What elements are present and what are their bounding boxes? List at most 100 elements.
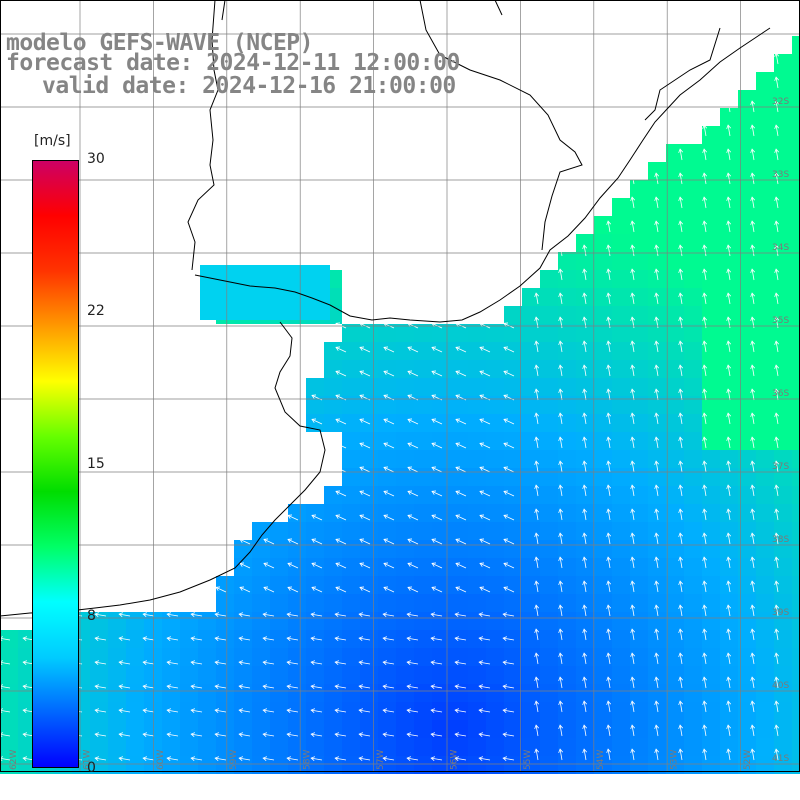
wind-arrow [118,684,131,690]
wind-arrow [383,370,395,377]
wind-arrow [606,748,612,761]
wind-arrow [239,586,251,593]
wind-arrow [726,76,732,89]
wind-arrow [534,748,540,761]
wind-arrow [702,268,708,281]
wind-arrow [118,612,131,618]
wind-arrow [582,388,588,401]
wind-arrow [534,340,540,353]
wind-arrow [750,580,756,593]
wind-arrow [263,586,275,593]
longitude-label: 55W [523,750,533,770]
wind-arrow [534,700,540,713]
wind-arrow [726,580,732,593]
wind-arrow [335,586,347,593]
wind-arrow [478,660,491,666]
wind-arrow [774,460,780,473]
wind-arrow [407,346,419,353]
wind-arrow [502,732,515,738]
wind-arrow [335,562,347,569]
wind-arrow [678,172,684,185]
wind-arrow [534,412,540,425]
wind-arrow [358,636,371,642]
wind-arrow [702,100,708,113]
wind-arrow [582,292,588,305]
wind-arrow [142,732,155,738]
wind-arrow [534,724,540,737]
wind-arrow [606,556,612,569]
wind-arrow [678,556,684,569]
wind-arrow [407,370,419,377]
wind-arrow [558,748,564,761]
wind-arrow [310,684,323,690]
wind-arrow [582,748,588,761]
wind-arrow [383,562,395,569]
wind-arrow [678,364,684,377]
wind-arrow [726,652,732,665]
wind-arrow [750,748,756,761]
wind-arrow [678,604,684,617]
wind-arrow [430,708,443,714]
wind-arrow [582,268,588,281]
wind-arrow [406,732,419,738]
wind-arrow [262,636,275,642]
wind-arrow [726,148,732,161]
wind-arrow [558,652,564,665]
wind-arrow [630,724,636,737]
wind-arrow [606,268,612,281]
longitude-label: 61W [82,750,92,770]
wind-arrow [142,756,155,762]
wind-arrow [503,514,515,521]
wind-arrow [750,76,756,89]
wind-arrow [726,676,732,689]
wind-arrow [726,412,732,425]
wind-arrow [582,676,588,689]
wind-arrow [479,538,491,545]
wind-arrow [702,292,708,305]
wind-arrow [310,660,323,666]
wind-arrow [654,460,660,473]
wind-arrow [654,388,660,401]
wind-arrow [454,684,467,690]
wind-arrow [630,532,636,545]
wind-arrow [455,538,467,545]
wind-arrow [630,292,636,305]
wind-arrow [238,660,251,666]
wind-arrow [383,346,395,353]
wind-arrow [702,532,708,545]
wind-arrow [750,724,756,737]
wind-arrow [606,628,612,641]
wind-arrow [774,580,780,593]
wind-arrow [503,298,515,305]
wind-arrow [431,586,443,593]
forecast-date: forecast date: 2024-12-11 12:00:00 [6,50,460,76]
wind-arrow [455,418,467,425]
wind-arrow [335,346,347,353]
wind-arrow [455,466,467,473]
lat-lon-grid [0,0,800,772]
wind-arrow [582,628,588,641]
wind-arrow [654,412,660,425]
wind-arrow [383,466,395,473]
wind-arrow [454,732,467,738]
wind-arrow [630,676,636,689]
wind-arrow [335,418,347,425]
wind-arrow [630,556,636,569]
wind-arrow [774,388,780,401]
wind-arrow [534,436,540,449]
wind-arrow [630,700,636,713]
wind-arrow [334,612,347,618]
wind-arrow [750,148,756,161]
wind-arrow [582,220,588,233]
colorbar-tick-8: 8 [87,608,96,624]
wind-arrow [558,628,564,641]
wind-arrow [479,442,491,449]
wind-arrow [606,436,612,449]
wind-arrow [534,604,540,617]
wind-arrow [534,556,540,569]
wind-arrow [726,364,732,377]
wind-arrow [630,580,636,593]
wind-arrow [630,628,636,641]
wind-arrow [702,388,708,401]
latitude-label: 38S [772,535,789,545]
